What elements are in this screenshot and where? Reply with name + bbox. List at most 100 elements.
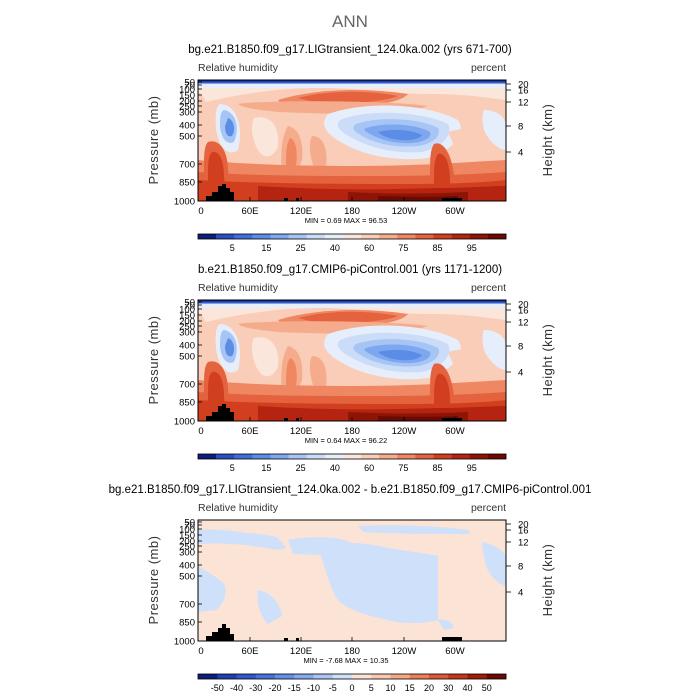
x-tick-label: 60E xyxy=(242,426,259,437)
colorbar-segment xyxy=(486,674,507,679)
y-tick-label: 300 xyxy=(179,328,195,339)
colorbar-segment xyxy=(487,454,507,459)
y2-axis-label: Height (km) xyxy=(540,104,555,177)
y2-tick-label: 16 xyxy=(518,86,529,97)
x-tick-label: 120W xyxy=(392,426,417,437)
colorbar-segment xyxy=(448,674,468,679)
x-tick-label: 60E xyxy=(242,646,259,657)
units-label: percent xyxy=(471,62,506,74)
colorbar-label: 40 xyxy=(462,683,472,693)
y-tick-label: 1000 xyxy=(174,417,195,428)
x-tick-label: 120E xyxy=(290,646,312,657)
colorbar-label: 25 xyxy=(296,463,306,473)
variable-label: Relative humidity xyxy=(198,282,279,294)
y-tick-label: 70 xyxy=(184,81,195,92)
colorbar-label: 5 xyxy=(230,243,235,253)
y-tick-label: 500 xyxy=(179,572,195,583)
colorbar-label: 85 xyxy=(433,463,443,473)
y-tick-label: 250 xyxy=(179,542,195,553)
colorbar-segment xyxy=(415,454,434,459)
y2-tick-label: 20 xyxy=(518,520,529,531)
colorbar-label: 85 xyxy=(433,243,443,253)
colorbar-segment xyxy=(352,674,372,679)
colorbar-label: 25 xyxy=(296,243,306,253)
x-tick-label: 0 xyxy=(198,426,203,437)
y2-tick-label: 12 xyxy=(518,538,529,549)
panel-title: bg.e21.B1850.f09_g17.LIGtransient_124.0k… xyxy=(109,484,592,496)
y-tick-label: 200 xyxy=(179,97,195,108)
y-tick-label: 200 xyxy=(179,537,195,548)
x-tick-label: 180 xyxy=(344,646,360,657)
colorbar-segment xyxy=(342,454,362,459)
y-tick-label: 50 xyxy=(184,518,195,529)
colorbar-segment xyxy=(216,454,235,459)
y2-tick-label: 8 xyxy=(518,122,523,133)
y-tick-label: 700 xyxy=(179,160,195,171)
x-tick-label: 120W xyxy=(392,646,417,657)
colorbar-segment xyxy=(451,454,471,459)
x-tick-label: 60W xyxy=(445,206,465,217)
colorbar-segment xyxy=(270,454,289,459)
colorbar-segment xyxy=(313,674,334,679)
x-tick-label: 60W xyxy=(445,426,465,437)
colorbar-segment xyxy=(361,234,380,239)
y-tick-label: 1000 xyxy=(174,197,195,208)
y-tick-label: 250 xyxy=(179,322,195,333)
y-axis-label: Pressure (mb) xyxy=(146,96,161,185)
colorbar-segment xyxy=(332,674,353,679)
colorbar-label: -40 xyxy=(230,683,243,693)
colorbar-segment xyxy=(270,234,289,239)
colorbar-segment xyxy=(288,234,308,239)
y-axis-label: Pressure (mb) xyxy=(146,536,161,625)
colorbar-frame xyxy=(197,673,507,680)
y-tick-label: 1000 xyxy=(174,637,195,648)
y-tick-label: 250 xyxy=(179,102,195,113)
colorbar-label: -30 xyxy=(249,683,262,693)
y-tick-label: 300 xyxy=(179,108,195,119)
x-tick-label: 60E xyxy=(242,206,259,217)
y-tick-label: 500 xyxy=(179,132,195,143)
y-axis-label: Pressure (mb) xyxy=(146,316,161,405)
y2-axis-label: Height (km) xyxy=(540,324,555,397)
y2-tick-label: 20 xyxy=(518,80,529,91)
y-tick-label: 70 xyxy=(184,301,195,312)
colorbar-segment xyxy=(397,454,416,459)
y2-tick-label: 20 xyxy=(518,300,529,311)
colorbar-segment xyxy=(361,454,380,459)
colorbar-segment xyxy=(469,234,489,239)
colorbar-label: -5 xyxy=(329,683,337,693)
y2-tick-label: 12 xyxy=(518,318,529,329)
x-tick-label: 180 xyxy=(344,206,360,217)
x-tick-label: 60W xyxy=(445,646,465,657)
colorbar-segment xyxy=(198,234,217,239)
y-tick-label: 850 xyxy=(179,398,195,409)
variable-label: Relative humidity xyxy=(198,502,279,514)
y2-tick-label: 4 xyxy=(518,148,523,159)
field-contours xyxy=(198,300,506,421)
colorbar-segment xyxy=(288,454,308,459)
colorbar-label: 60 xyxy=(364,463,374,473)
colorbar-segment xyxy=(255,674,276,679)
colorbar-segment xyxy=(252,454,271,459)
y2-tick-label: 8 xyxy=(518,342,523,353)
x-tick-label: 0 xyxy=(198,646,203,657)
y-tick-label: 200 xyxy=(179,317,195,328)
x-tick-label: 0 xyxy=(198,206,203,217)
min-max-stats: MIN = 0.69 MAX = 96.53 xyxy=(305,216,388,225)
x-tick-label: 120W xyxy=(392,206,417,217)
y-tick-label: 50 xyxy=(184,298,195,309)
colorbar-label: 20 xyxy=(424,683,434,693)
x-tick-label: 120E xyxy=(290,206,312,217)
field-contours xyxy=(198,520,506,641)
y-tick-label: 150 xyxy=(179,531,195,542)
colorbar-segment xyxy=(467,674,488,679)
y-tick-label: 400 xyxy=(179,561,195,572)
colorbar-label: 30 xyxy=(443,683,453,693)
x-tick-label: 180 xyxy=(344,426,360,437)
y-tick-label: 100 xyxy=(179,305,195,316)
colorbar-segment xyxy=(433,234,452,239)
y-tick-label: 700 xyxy=(179,600,195,611)
colorbar-segment xyxy=(397,234,416,239)
colorbar-segment xyxy=(324,234,344,239)
